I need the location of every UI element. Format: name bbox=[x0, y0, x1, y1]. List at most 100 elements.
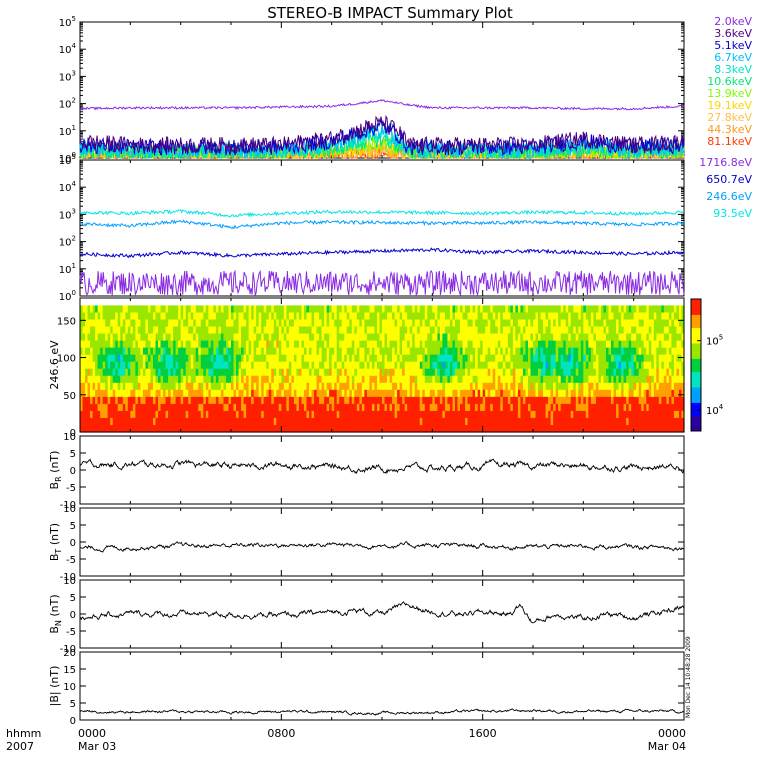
pad-cell bbox=[359, 361, 363, 370]
pad-cell bbox=[490, 368, 494, 377]
pad-cell bbox=[505, 417, 509, 426]
pad-cell bbox=[105, 326, 109, 335]
pad-cell bbox=[641, 368, 645, 377]
pad-cell bbox=[548, 333, 552, 342]
pad-cell bbox=[195, 305, 199, 314]
pad-cell bbox=[444, 396, 449, 405]
pad-cell bbox=[407, 354, 411, 363]
pad-cell bbox=[309, 396, 313, 405]
pad-cell bbox=[359, 424, 363, 433]
pad-cell bbox=[593, 333, 597, 342]
pad-cell bbox=[475, 347, 479, 356]
pad-cell bbox=[477, 410, 481, 419]
pad-cell bbox=[666, 375, 670, 384]
swea-series-1716.8eV bbox=[79, 269, 685, 297]
pad-cell bbox=[540, 417, 544, 426]
pad-cell bbox=[173, 333, 177, 342]
pad-cell bbox=[507, 410, 511, 419]
pad-cell bbox=[306, 312, 310, 321]
pad-cell bbox=[97, 340, 101, 349]
pad-cell bbox=[117, 333, 121, 342]
pad-cell bbox=[190, 305, 194, 314]
pad-cell bbox=[585, 340, 589, 349]
pad-cell bbox=[429, 319, 433, 328]
pad-cell bbox=[505, 403, 509, 412]
bn-ytick-label: 0 bbox=[70, 610, 76, 621]
pad-cell bbox=[198, 417, 202, 426]
pad-cell bbox=[306, 403, 310, 412]
pad-cell bbox=[409, 340, 413, 349]
pad-cell bbox=[535, 354, 539, 363]
pad-cell bbox=[527, 403, 532, 412]
pad-cell bbox=[480, 368, 484, 377]
pad-cell bbox=[314, 319, 318, 328]
pad-cell bbox=[90, 417, 94, 426]
pad-cell bbox=[205, 340, 209, 349]
pad-cell bbox=[389, 424, 393, 433]
pad-cell bbox=[510, 340, 514, 349]
colorbar-segment bbox=[691, 345, 701, 348]
pad-cell bbox=[155, 375, 159, 384]
pad-cell bbox=[306, 333, 310, 342]
pad-cell bbox=[533, 340, 537, 349]
pad-cell bbox=[422, 361, 426, 370]
pad-cell bbox=[371, 368, 376, 377]
pad-cell bbox=[180, 368, 184, 377]
pad-cell bbox=[439, 417, 443, 426]
pad-cell bbox=[414, 361, 418, 370]
pad-cell bbox=[142, 354, 147, 363]
pad-cell bbox=[600, 389, 605, 398]
pad-cell bbox=[218, 333, 222, 342]
pad-cell bbox=[595, 368, 600, 377]
pad-cell bbox=[215, 326, 220, 335]
pad-cell bbox=[82, 403, 86, 412]
pad-cell bbox=[397, 361, 401, 370]
pad-cell bbox=[444, 347, 449, 356]
pad-cell bbox=[374, 340, 378, 349]
pad-cell bbox=[638, 368, 642, 377]
pad-cell bbox=[444, 368, 449, 377]
pad-cell bbox=[349, 417, 353, 426]
pad-cell bbox=[636, 410, 640, 419]
pad-cell bbox=[135, 368, 139, 377]
pad-cell bbox=[82, 319, 86, 328]
pad-cell bbox=[175, 424, 179, 433]
pad-cell bbox=[127, 382, 131, 391]
pad-cell bbox=[648, 375, 652, 384]
ste-ytick-label: 103 bbox=[59, 69, 76, 83]
bmag-ytick-label: 15 bbox=[63, 665, 76, 676]
pad-cell bbox=[276, 389, 280, 398]
pad-cell bbox=[590, 410, 594, 419]
pad-cell bbox=[205, 361, 209, 370]
pad-cell bbox=[454, 326, 459, 335]
pad-cell bbox=[560, 375, 564, 384]
pad-cell bbox=[681, 312, 685, 321]
pad-cell bbox=[414, 340, 418, 349]
pad-cell bbox=[356, 375, 360, 384]
pad-cell bbox=[127, 417, 131, 426]
pad-cell bbox=[621, 312, 625, 321]
pad-cell bbox=[608, 417, 612, 426]
pad-cell bbox=[605, 319, 610, 328]
pad-cell bbox=[321, 410, 325, 419]
pad-cell bbox=[364, 319, 368, 328]
pad-cell bbox=[271, 340, 275, 349]
pad-cell bbox=[203, 375, 207, 384]
pad-cell bbox=[548, 361, 552, 370]
pad-cell bbox=[593, 382, 597, 391]
pad-cell bbox=[397, 326, 401, 335]
pad-cell bbox=[286, 305, 290, 314]
pad-cell bbox=[198, 347, 202, 356]
pad-cell bbox=[553, 375, 557, 384]
pad-cell bbox=[387, 347, 391, 356]
pad-cell bbox=[558, 354, 562, 363]
swea-ytick-label: 103 bbox=[59, 207, 76, 221]
pad-cell bbox=[618, 347, 622, 356]
pad-cell bbox=[303, 326, 308, 335]
pad-cell bbox=[303, 375, 308, 384]
pad-cell bbox=[281, 340, 285, 349]
pad-cell bbox=[515, 319, 519, 328]
pad-cell bbox=[595, 410, 600, 419]
pad-cell bbox=[681, 354, 685, 363]
